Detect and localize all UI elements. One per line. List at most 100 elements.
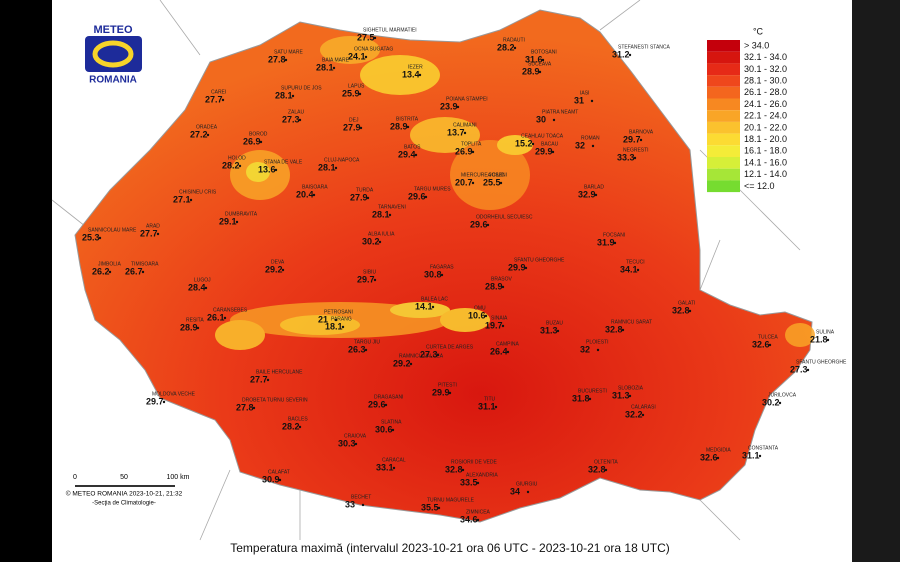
station-name: BUCURESTI [578,388,607,394]
station-dot [499,181,503,185]
station-value: 32.9 [578,189,596,199]
station-dot [252,406,256,410]
station-dot [206,133,210,137]
station-dot [359,126,363,130]
station-value: 27.3 [420,349,438,359]
station-name: STANA DE VALE [264,159,303,165]
station-dot [284,58,288,62]
station-value: 26.9 [243,136,261,146]
station-dot [312,193,316,197]
station-name: CARANSEBES [213,307,248,313]
station-value: 29.1 [219,216,237,226]
station-value: 28.2 [497,42,515,52]
station-dot [524,266,528,270]
station-value: 28.9 [522,66,540,76]
station-name: JURILOVCA [768,392,797,398]
station-value: 27.1 [173,194,191,204]
station-name: CAMPINA [496,341,519,347]
station-name: CEAHLAU TOACA [521,133,564,139]
station-name: BRASOV [491,276,513,282]
station-dot [418,73,422,77]
station-name: ROMAN [581,135,600,141]
scale-tick: 100 km [167,474,190,481]
logo-ring [92,40,134,68]
station-dot [332,66,336,70]
station-name: OLTENITA [594,459,618,465]
station-name: IEZER [408,64,423,70]
legend-swatch [707,40,740,52]
station-value: 29.9 [432,387,450,397]
station-name: TURDA [356,187,374,193]
station-name: CARACAL [382,457,406,463]
legend-swatch [707,51,740,64]
station-dot [281,268,285,272]
legend-swatch [707,157,740,169]
legend-label: > 34.0 [744,40,769,50]
station-value: 31.3 [612,390,630,400]
station-name: BISTRITA [396,116,419,122]
station-name: TIMISOARA [131,261,159,267]
station-dot [448,391,452,395]
station-name: HOLOD [228,155,246,161]
station-name: JOSENI [489,172,507,178]
legend-label: 18.1 - 20.0 [744,134,787,144]
legend-unit: °C [753,26,764,36]
station-name: TURNU MAGURELE [427,497,475,503]
station-dot [596,348,600,352]
station-name: DEVA [271,259,285,265]
legend-swatch [707,110,740,122]
station-name: DROBETA TURNU SEVERIN [242,397,308,403]
station-value: 27.8 [236,402,254,412]
station-name: CALAFAT [268,469,290,475]
logo: METEO ROMANIA [85,24,142,86]
station-value: 27.7 [140,228,158,238]
station-dot [628,53,632,57]
station-name: BALEA LAC [421,296,448,302]
station-value: 13.4 [402,69,420,79]
station-dot [366,196,370,200]
legend-label: 22.1 - 24.0 [744,111,787,121]
station-value: 28.1 [372,209,390,219]
station-dot [238,164,242,168]
station-dot [189,198,193,202]
station-name: TITU [484,396,495,402]
station-value: 31.2 [612,49,630,59]
station-value: 29.4 [398,149,416,159]
station-value: 30.6 [375,424,393,434]
legend-swatch [707,168,740,181]
logo-top: METEO [93,24,133,36]
station-name: SIBIU [363,269,376,275]
station-value: 27.7 [205,94,223,104]
station-value: 30.2 [362,236,380,246]
station-dot [98,236,102,240]
legend-label: 32.1 - 34.0 [744,52,787,62]
station-dot [506,350,510,354]
station-name: SUPURU DE JOS [281,85,322,91]
station-name: CAREI [211,89,226,95]
station-value: 24.1 [348,51,366,61]
legend-label: <= 12.0 [744,181,775,191]
station-value: 15.2 [515,138,533,148]
station-dot [639,138,643,142]
station-dot [556,329,560,333]
station-dot [373,278,377,282]
station-name: OCNA SUGATAG [354,46,393,52]
station-name: TARNAVENI [378,204,406,210]
station-name: CALARASI [631,404,656,410]
cool-zones [215,36,815,350]
station-dot [471,150,475,154]
station-value: 27.5 [357,32,375,42]
station-name: BOROD [249,131,268,137]
station-name: DUMBRAVITA [225,211,258,217]
station-value: 26.4 [490,346,508,356]
scale-tick: 50 [120,474,128,481]
legend-label: 30.1 - 32.0 [744,64,787,74]
station-name: TECUCI [626,259,645,265]
station-dot [471,181,475,185]
station-dot [298,118,302,122]
station-value: 25.5 [483,177,501,187]
station-value: 28.4 [188,282,206,292]
station-name: CONSTANTA [748,445,779,451]
station-dot [636,268,640,272]
station-name: RAMNICU SARAT [611,319,652,325]
